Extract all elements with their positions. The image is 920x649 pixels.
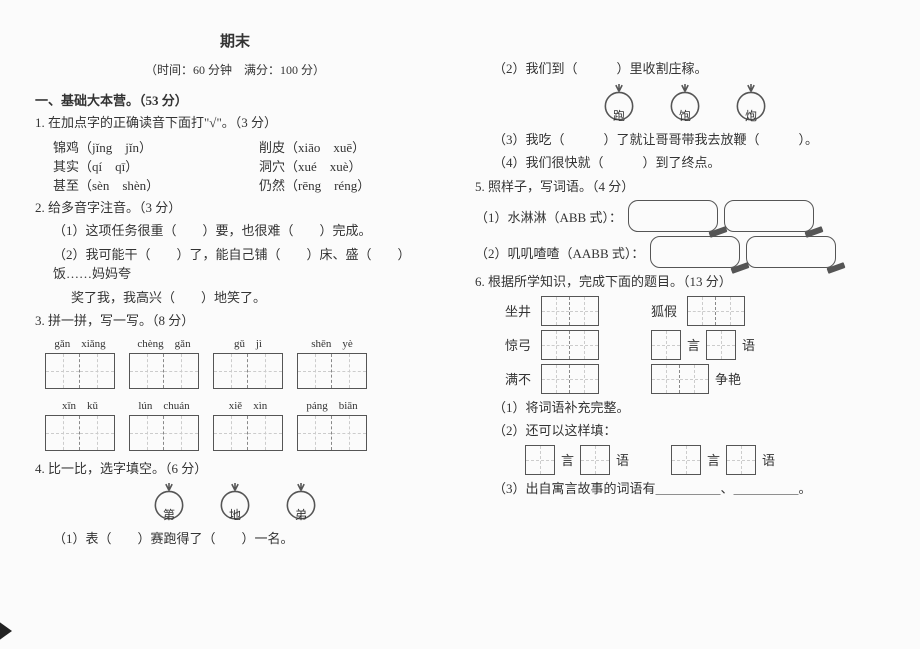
radish-icon: 跑 <box>598 83 640 124</box>
q3-row2: xīn kǔ lún chuán xiě xìn páng biān <box>45 397 435 451</box>
q2-line1: （1）这项任务很重（ ）要，也很难（ ）完成。 <box>53 221 435 241</box>
idiom-row: 惊弓 言 语 <box>505 330 895 360</box>
radish-icon: 地 <box>214 482 256 523</box>
q3-cell: páng biān <box>297 397 367 451</box>
q3-cell: xiě xìn <box>213 397 283 451</box>
idiom-row: 坐井 狐假 <box>505 296 895 326</box>
q1-2b: 洞穴（xué xuè） <box>259 156 435 175</box>
q6-sub2-row: 言 语 言 语 <box>525 445 895 475</box>
radish-icon: 第 <box>148 482 190 523</box>
q1-row3: 甚至（sèn shèn） 仍然（rēng réng） <box>53 175 435 194</box>
q6-text: 6. 根据所学知识，完成下面的题目。（13 分） <box>475 272 895 292</box>
q6-sub1: （1）将词语补充完整。 <box>493 398 895 418</box>
answer-bubble[interactable] <box>746 236 836 268</box>
q4-text: 4. 比一比，选字填空。（6 分） <box>35 459 435 479</box>
q4-3: （3）我吃（ ）了就让哥哥带我去放鞭（ ）。 <box>493 130 895 150</box>
answer-bubble[interactable] <box>650 236 740 268</box>
q4-radish-row: 第 地 弟 <box>35 482 435 523</box>
q5-line2: （2）叽叽喳喳（AABB 式）： <box>475 236 895 268</box>
q3-text: 3. 拼一拼，写一写。（8 分） <box>35 311 435 331</box>
q2-line2b: 奖了我，我高兴（ ）地笑了。 <box>71 288 435 308</box>
answer-bubble[interactable] <box>628 200 718 232</box>
radish-icon: 炮 <box>730 83 772 124</box>
q1-2a: 其实（qí qī） <box>53 156 229 175</box>
q6-sub2: （2）还可以这样填： <box>493 421 895 441</box>
q1-text: 1. 在加点字的正确读音下面打"√"。（3 分） <box>35 113 435 133</box>
right-column: （2）我们到（ ）里收割庄稼。 跑 饱 炮 （3）我吃（ ）了就让哥哥带我去放鞭… <box>460 0 920 649</box>
q2-text: 2. 给多音字注音。（3 分） <box>35 198 435 218</box>
page-subtitle: （时间：60 分钟 满分：100 分） <box>35 61 435 78</box>
q4-line1: （1）表（ ）赛跑得了（ ）一名。 <box>53 529 435 549</box>
q3-cell: lún chuán <box>129 397 199 451</box>
q1-row1: 锦鸡（jǐng jǐn） 削皮（xiāo xuē） <box>53 137 435 156</box>
q4-2: （2）我们到（ ）里收割庄稼。 <box>493 59 895 79</box>
q1-3b: 仍然（rēng réng） <box>259 175 435 194</box>
q4-radish-row2: 跑 饱 炮 <box>475 83 895 124</box>
q3-cell: xīn kǔ <box>45 397 115 451</box>
q1-1a: 锦鸡（jǐng jǐn） <box>53 137 229 156</box>
q3-cell: gǎn xiǎng <box>45 335 115 389</box>
q6-sub3: （3）出自寓言故事的词语有＿＿＿＿＿、＿＿＿＿＿。 <box>493 479 895 499</box>
q3-cell: gǔ jì <box>213 335 283 389</box>
radish-icon: 弟 <box>280 482 322 523</box>
page-corner-icon <box>0 621 12 641</box>
left-column: 期末 （时间：60 分钟 满分：100 分） 一、基础大本营。（53 分） 1.… <box>0 0 460 649</box>
q4-4: （4）我们很快就（ ）到了终点。 <box>493 153 895 173</box>
q3-cell: shēn yè <box>297 335 367 389</box>
page-title: 期末 <box>35 30 435 51</box>
answer-bubble[interactable] <box>724 200 814 232</box>
q3-row1: gǎn xiǎng chèng gǎn gǔ jì shēn yè <box>45 335 435 389</box>
q1-row2: 其实（qí qī） 洞穴（xué xuè） <box>53 156 435 175</box>
idiom-row: 满不 争艳 <box>505 364 895 394</box>
radish-icon: 饱 <box>664 83 706 124</box>
q1-1b: 削皮（xiāo xuē） <box>259 137 435 156</box>
q1-3a: 甚至（sèn shèn） <box>53 175 229 194</box>
q5-line1: （1）水淋淋（ABB 式）： <box>475 200 895 232</box>
q3-cell: chèng gǎn <box>129 335 199 389</box>
section-1-heading: 一、基础大本营。（53 分） <box>35 90 435 109</box>
q5-text: 5. 照样子，写词语。（4 分） <box>475 177 895 197</box>
q2-line2: （2）我可能干（ ）了，能自己铺（ ）床、盛（ ）饭……妈妈夸 <box>53 245 435 284</box>
